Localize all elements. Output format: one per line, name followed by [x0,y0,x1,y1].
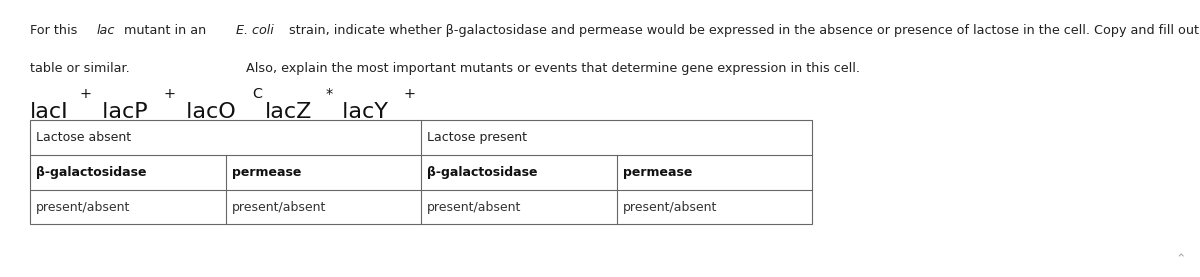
Text: β-galactosidase: β-galactosidase [427,166,538,179]
Text: present/absent: present/absent [623,201,718,214]
Text: strain, indicate whether β-galactosidase and permease would be expressed in the : strain, indicate whether β-galactosidase… [286,24,1200,37]
Text: β-galactosidase: β-galactosidase [36,166,146,179]
Text: Lactose absent: Lactose absent [36,131,131,144]
Text: mutant in an: mutant in an [120,24,210,37]
Text: lac: lac [96,24,115,37]
Text: lacZ: lacZ [265,102,312,122]
Text: +: + [80,87,92,101]
Text: table or similar.: table or similar. [30,62,130,75]
Bar [30,120,812,224]
Text: permease: permease [232,166,301,179]
Text: lacP: lacP [95,102,148,122]
Text: +: + [403,87,415,101]
Text: permease: permease [623,166,692,179]
Text: C: C [252,87,262,101]
Text: Also, explain the most important mutants or events that determine gene expressio: Also, explain the most important mutants… [246,62,860,75]
Text: present/absent: present/absent [232,201,326,214]
Text: lacO: lacO [179,102,235,122]
Text: present/absent: present/absent [36,201,131,214]
Text: lacI: lacI [30,102,68,122]
Text: ⌃: ⌃ [1175,253,1186,266]
Text: For this: For this [30,24,82,37]
Text: *: * [326,87,334,101]
Text: E. coli: E. coli [236,24,275,37]
Text: present/absent: present/absent [427,201,522,214]
Text: lacY: lacY [335,102,389,122]
Text: +: + [163,87,175,101]
Text: Lactose present: Lactose present [427,131,527,144]
